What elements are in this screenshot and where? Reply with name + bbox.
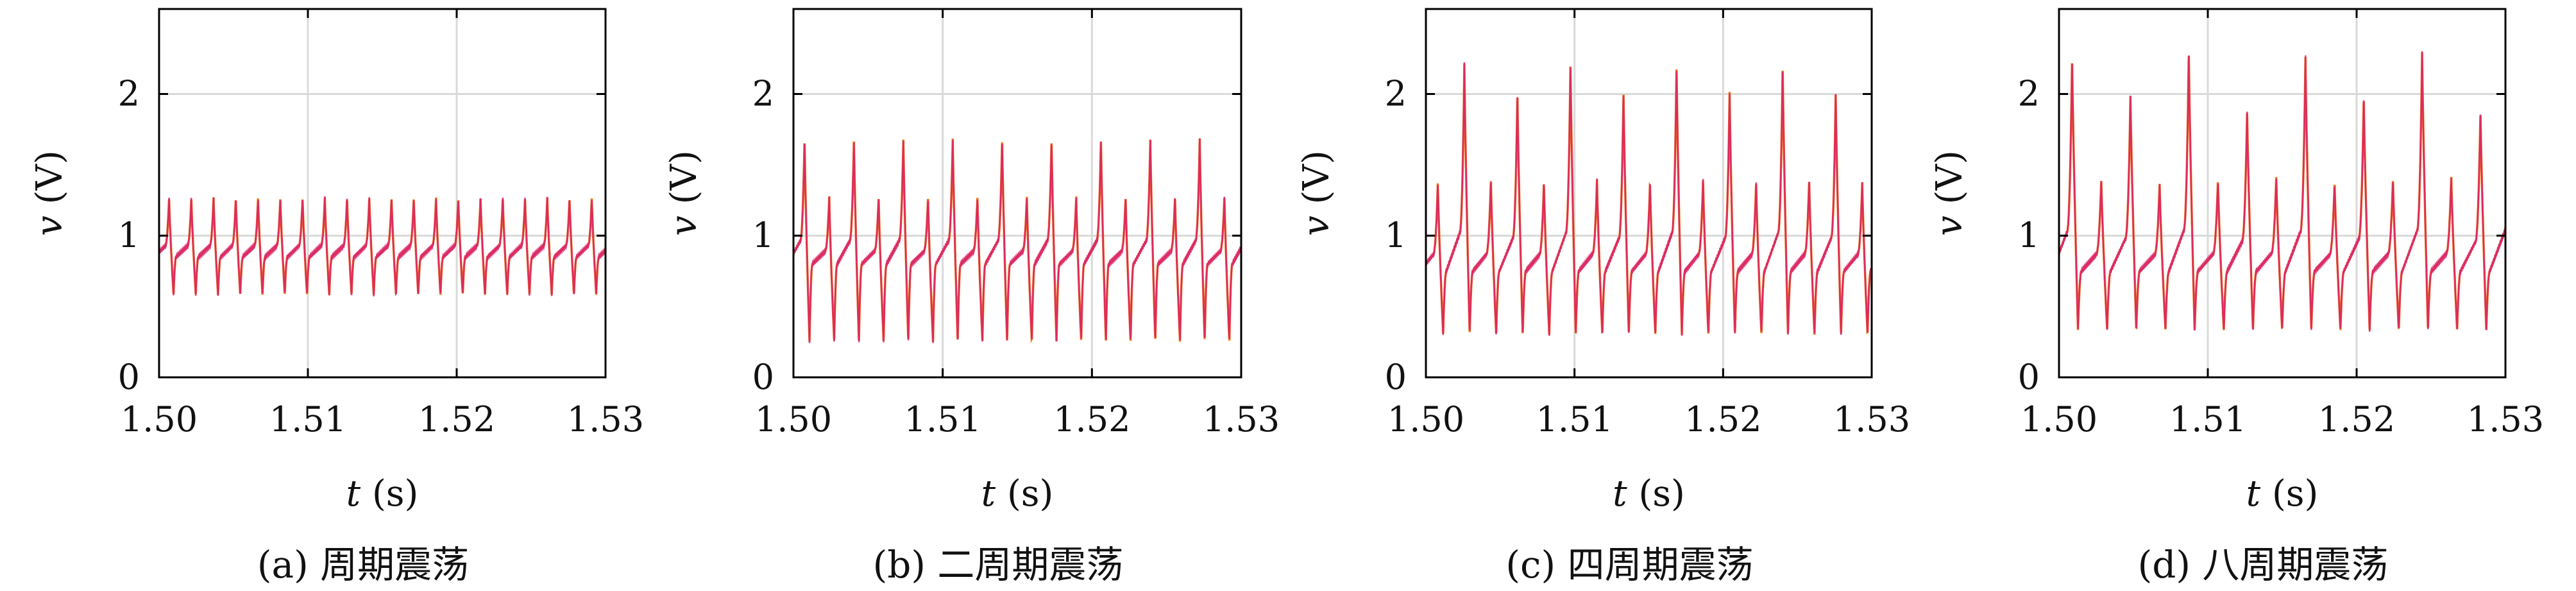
x-axis-label: t (s) (1613, 473, 1685, 515)
series-line-experiment (792, 138, 1242, 343)
x-axis-label: t (s) (2246, 473, 2319, 515)
x-tick-label: 1.51 (1536, 399, 1613, 440)
x-tick-label: 1.53 (2467, 399, 2544, 440)
x-tick-label: 1.50 (755, 399, 832, 440)
x-tick-label: 1.53 (1203, 399, 1280, 440)
panel-caption: (c) 四周期震荡 (1505, 543, 1753, 587)
x-tick-label: 1.50 (1387, 399, 1464, 440)
y-tick-label: 2 (2018, 73, 2040, 114)
x-tick-label: 1.53 (567, 399, 644, 440)
x-tick-label: 1.51 (904, 399, 981, 440)
x-tick-label: 1.52 (418, 399, 495, 440)
series-line-simulation (158, 197, 607, 295)
plot-frame (792, 8, 1242, 379)
x-tick-label: 1.51 (269, 399, 346, 440)
y-tick-label: 1 (118, 215, 140, 255)
plot-frame (2058, 8, 2507, 379)
panel-caption: (b) 二周期震荡 (873, 543, 1124, 587)
series-line-simulation (792, 138, 1242, 344)
y-axis-label: v (V) (663, 150, 705, 236)
x-tick-label: 1.51 (2169, 399, 2246, 440)
series-line-experiment (158, 196, 607, 296)
x-tick-label: 1.52 (2318, 399, 2395, 440)
series-line-experiment (2058, 51, 2507, 332)
y-tick-label: 2 (1385, 73, 1407, 114)
plot-frame (158, 8, 607, 379)
x-tick-label: 1.50 (121, 399, 198, 440)
y-tick-label: 0 (1385, 357, 1407, 397)
y-tick-label: 2 (752, 73, 774, 114)
x-axis-label: t (s) (981, 473, 1054, 515)
y-tick-label: 0 (118, 357, 140, 397)
panel-caption: (d) 八周期震荡 (2138, 543, 2389, 587)
series-line-experiment (1425, 62, 1873, 336)
x-tick-label: 1.52 (1684, 399, 1761, 440)
x-tick-label: 1.50 (2021, 399, 2097, 440)
y-tick-label: 1 (752, 215, 774, 255)
y-tick-label: 0 (752, 357, 774, 397)
y-axis-label: v (V) (1296, 150, 1337, 236)
y-tick-label: 1 (1385, 215, 1407, 255)
y-tick-label: 0 (2018, 357, 2040, 397)
y-axis-label: v (V) (29, 150, 71, 236)
panel-caption: (a) 周期震荡 (257, 543, 469, 587)
chart-panel-0: 1.50 1.51 1.52 1.53 0 1 2 t (s) v (V) (a) 周期震荡 (29, 8, 644, 587)
chart-panel-3: 1.50 1.51 1.52 1.53 0 1 2 t (s) v (V) (d) 八周期震荡 (1929, 8, 2544, 587)
chart-panel-1: 1.50 1.51 1.52 1.53 0 1 2 t (s) v (V) (b) 二周期震荡 (663, 8, 1280, 587)
x-tick-label: 1.52 (1053, 399, 1130, 440)
x-tick-label: 1.53 (1833, 399, 1910, 440)
y-tick-label: 2 (118, 73, 140, 114)
y-tick-label: 1 (2018, 215, 2040, 255)
y-axis-label: v (V) (1929, 150, 1970, 236)
chart-panel-2: 1.50 1.51 1.52 1.53 0 1 2 t (s) v (V) (c) 四周期震荡 (1296, 8, 1910, 587)
plot-frame (1425, 8, 1873, 379)
x-axis-label: t (s) (346, 473, 419, 515)
